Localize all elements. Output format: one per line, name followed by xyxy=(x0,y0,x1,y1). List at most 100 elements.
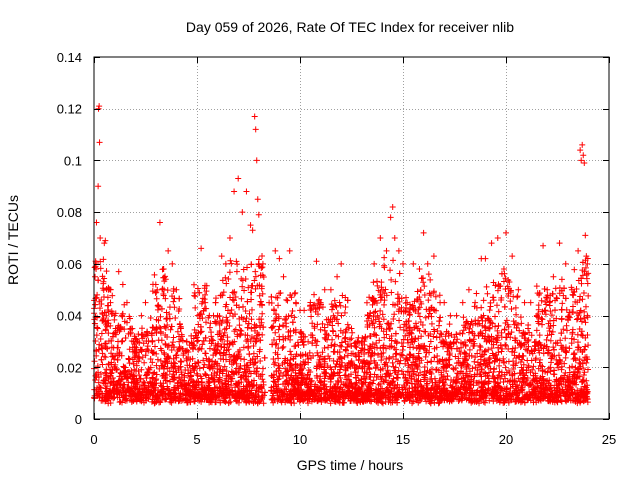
data-point xyxy=(222,260,229,267)
data-point xyxy=(323,316,330,323)
data-point xyxy=(425,297,432,304)
data-point xyxy=(388,276,395,283)
data-point xyxy=(542,311,549,318)
data-point xyxy=(272,329,279,336)
data-point xyxy=(195,346,202,353)
data-point xyxy=(268,324,275,331)
data-point xyxy=(500,266,507,273)
data-point xyxy=(288,351,295,358)
data-point xyxy=(441,299,448,306)
data-point xyxy=(569,363,576,370)
data-point xyxy=(161,351,168,358)
data-point xyxy=(309,320,316,327)
data-point xyxy=(502,364,509,371)
data-point xyxy=(547,337,554,344)
data-point xyxy=(305,338,312,345)
data-point xyxy=(272,359,279,366)
data-point xyxy=(434,353,441,360)
data-point xyxy=(425,332,432,339)
data-point xyxy=(98,342,105,349)
data-point xyxy=(321,324,328,331)
data-point xyxy=(373,340,380,347)
data-point xyxy=(418,383,425,390)
data-point xyxy=(379,311,386,318)
data-point xyxy=(260,324,267,331)
data-point xyxy=(342,303,349,310)
data-point xyxy=(369,320,376,327)
data-point xyxy=(425,313,432,320)
data-point xyxy=(383,247,390,254)
data-point xyxy=(198,379,205,386)
data-point xyxy=(139,325,146,332)
data-point xyxy=(140,378,147,385)
data-point xyxy=(517,314,524,321)
data-point xyxy=(547,317,554,324)
data-point xyxy=(482,347,489,354)
data-point xyxy=(97,265,104,272)
data-point xyxy=(571,266,578,273)
data-point xyxy=(334,310,341,317)
data-point xyxy=(257,298,264,305)
data-point xyxy=(578,318,585,325)
data-point xyxy=(392,350,399,357)
data-point xyxy=(494,235,501,241)
data-point xyxy=(492,323,499,330)
data-point xyxy=(306,349,313,356)
data-point xyxy=(91,264,98,271)
data-point xyxy=(153,295,160,302)
data-point xyxy=(311,291,318,298)
data-point xyxy=(533,313,540,320)
data-point xyxy=(435,400,442,407)
data-point xyxy=(584,260,591,267)
data-point xyxy=(241,287,248,294)
data-point xyxy=(465,286,472,293)
data-point xyxy=(539,316,546,323)
data-point xyxy=(364,321,371,328)
data-point xyxy=(390,353,397,360)
data-point xyxy=(164,321,171,328)
data-point xyxy=(462,343,469,349)
data-point xyxy=(194,285,201,292)
data-point xyxy=(288,366,295,373)
data-point xyxy=(533,327,540,334)
data-point xyxy=(94,363,101,370)
data-point xyxy=(422,314,429,321)
data-point xyxy=(536,332,543,339)
data-point xyxy=(287,348,294,355)
data-point xyxy=(505,368,512,375)
data-point xyxy=(509,253,516,260)
data-point xyxy=(576,356,583,363)
data-point xyxy=(585,292,592,299)
data-point xyxy=(543,301,550,308)
data-point xyxy=(505,346,512,353)
data-point xyxy=(226,269,233,276)
data-point xyxy=(470,377,477,384)
data-point xyxy=(371,260,378,267)
data-point xyxy=(224,317,231,324)
data-point xyxy=(499,345,506,352)
data-point xyxy=(244,264,251,271)
data-point xyxy=(274,294,281,301)
data-point xyxy=(382,286,389,293)
data-point xyxy=(194,372,201,379)
data-point xyxy=(305,355,312,362)
data-point xyxy=(145,365,152,372)
data-point xyxy=(206,379,213,386)
data-point xyxy=(398,339,405,346)
data-point xyxy=(284,297,291,304)
data-point xyxy=(279,361,286,368)
data-point xyxy=(239,209,246,216)
data-point xyxy=(488,240,495,247)
data-point xyxy=(251,382,258,389)
data-point xyxy=(558,276,565,283)
data-point xyxy=(569,330,576,337)
data-point xyxy=(560,376,567,383)
data-point xyxy=(580,290,587,297)
data-point xyxy=(95,183,102,190)
data-point xyxy=(556,240,563,247)
data-point xyxy=(251,277,258,284)
data-point xyxy=(414,297,421,304)
data-point xyxy=(287,387,294,394)
data-point xyxy=(234,261,241,268)
data-point xyxy=(97,336,104,343)
